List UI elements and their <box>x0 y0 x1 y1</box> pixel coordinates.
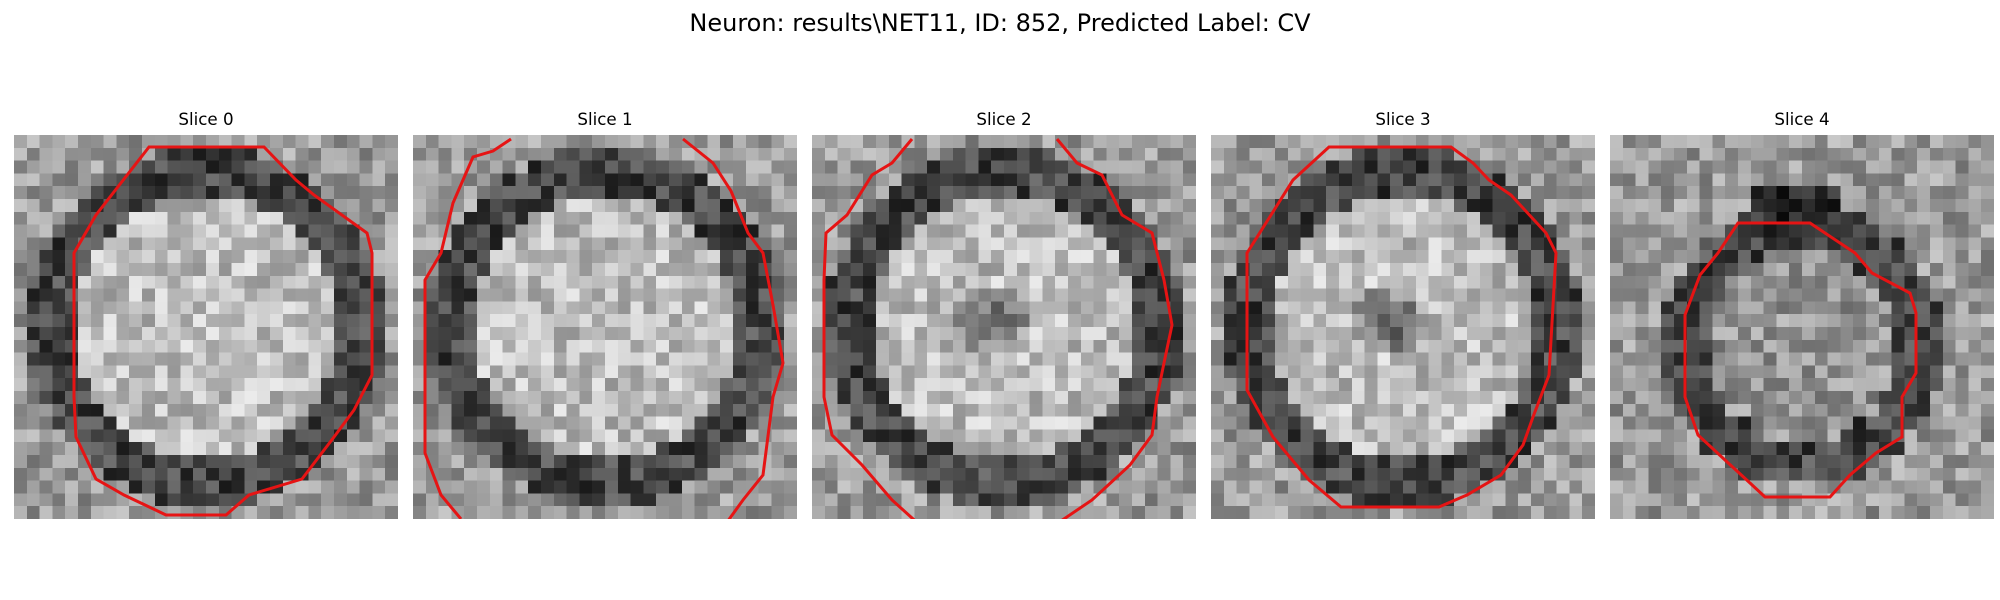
contour-overlay <box>72 145 374 517</box>
slice-image <box>14 135 398 519</box>
slice-panel-0: Slice 0 <box>14 107 398 521</box>
figure-title: Neuron: results\NET11, ID: 852, Predicte… <box>689 9 1311 37</box>
slice-title: Slice 1 <box>577 109 633 129</box>
slice-panel-1: Slice 1 <box>413 107 797 521</box>
slice-image <box>1211 135 1595 519</box>
slice-panel-4: Slice 4 <box>1610 107 1994 521</box>
slice-image <box>812 135 1196 519</box>
slice-panel-3: Slice 3 <box>1211 107 1595 521</box>
contour-overlay <box>1245 145 1558 509</box>
slice-panel-2: Slice 2 <box>812 107 1196 521</box>
neuron-contour-line <box>423 137 512 519</box>
contour-overlay <box>423 137 785 519</box>
slice-image <box>1610 135 1994 519</box>
slice-title: Slice 4 <box>1774 109 1830 129</box>
neuron-contour-line <box>1683 221 1918 499</box>
neuron-contour-line <box>72 145 374 517</box>
neuron-contour-line <box>822 138 916 519</box>
neuron-contour-line <box>1245 145 1558 509</box>
neuron-contour-line <box>1055 138 1174 519</box>
slice-title: Slice 2 <box>976 109 1032 129</box>
contour-overlay <box>822 138 1174 519</box>
neuron-contour-line <box>682 137 785 519</box>
contour-overlay <box>1683 221 1918 499</box>
slice-title: Slice 0 <box>178 109 234 129</box>
slice-title: Slice 3 <box>1375 109 1431 129</box>
